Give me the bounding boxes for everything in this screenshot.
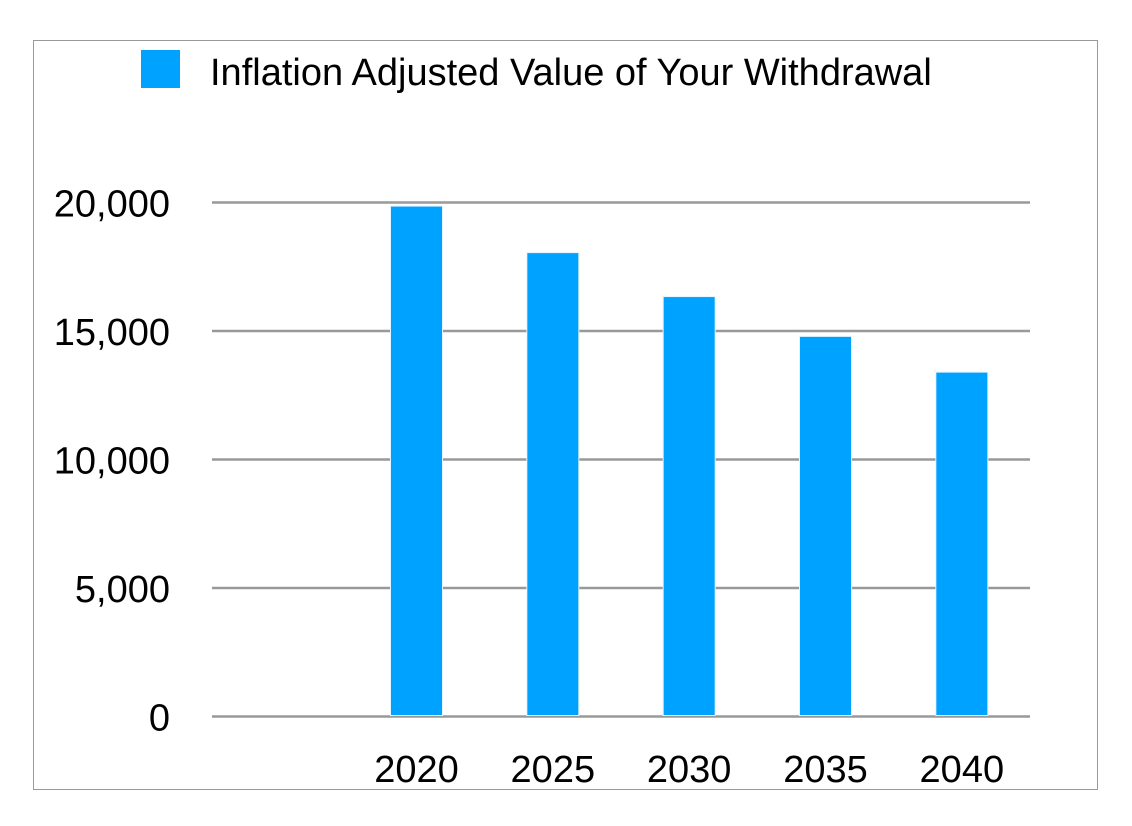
bar-2020: [390, 205, 443, 717]
y-tick-label: 0: [149, 698, 170, 740]
bar-2040: [935, 371, 989, 716]
y-tick-label: 5,000: [75, 569, 170, 611]
legend-label: Inflation Adjusted Value of Your Withdra…: [210, 52, 932, 94]
x-tick-label: 2030: [647, 749, 732, 791]
bar-2030: [662, 296, 716, 716]
bar-2025: [526, 252, 580, 717]
chart-frame: [33, 40, 1098, 790]
y-tick-label: 15,000: [54, 312, 170, 354]
y-tick-label: 10,000: [54, 441, 170, 483]
legend-swatch: [141, 50, 180, 88]
x-tick-label: 2025: [511, 749, 596, 791]
y-tick-label: 20,000: [54, 184, 170, 226]
x-tick-label: 2020: [374, 749, 459, 791]
bar-2035: [799, 335, 852, 716]
x-tick-label: 2035: [783, 749, 868, 791]
x-tick-label: 2040: [920, 749, 1005, 791]
legend: Inflation Adjusted Value of Your Withdra…: [141, 50, 932, 94]
